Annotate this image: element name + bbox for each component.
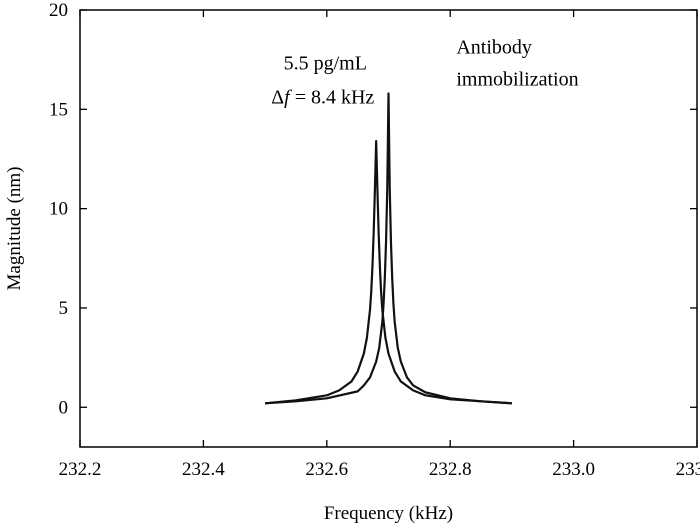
y-tick-label: 15 [49, 99, 68, 120]
y-axis-label: Magnitude (nm) [4, 166, 25, 290]
annotation-1: 5.5 pg/mL [284, 53, 367, 75]
x-tick-label: 232.8 [429, 459, 472, 480]
series-line-1 [264, 140, 512, 405]
y-tick-label: 20 [49, 0, 68, 21]
y-tick-label: 5 [59, 298, 69, 319]
x-tick-label: 233.0 [552, 459, 595, 480]
x-tick-label: 232.2 [59, 459, 102, 480]
y-tick-label: 0 [59, 397, 69, 418]
x-tick-label: 233.2 [676, 459, 700, 480]
plot-frame [79, 9, 698, 448]
series-line-2 [265, 92, 512, 405]
annotation-3: Antibody [456, 37, 532, 59]
x-tick-label: 232.4 [182, 459, 225, 480]
x-tick-label: 232.6 [305, 459, 348, 480]
annotation-layer: 5.5 pg/mL Δf = 8.4 kHz Antibody immobilizat… [271, 37, 578, 109]
annotation-2: Δf = 8.4 kHz [271, 86, 374, 108]
series-layer [264, 92, 512, 405]
y-tick-label: 10 [49, 199, 68, 220]
annotation-4: immobilization [456, 68, 578, 90]
x-axis-label: Frequency (kHz) [324, 503, 453, 524]
ticks-layer: 232.2 232.4 232.6 232.8 233.0 233.2 0 5 10 15 20 [49, 0, 700, 480]
